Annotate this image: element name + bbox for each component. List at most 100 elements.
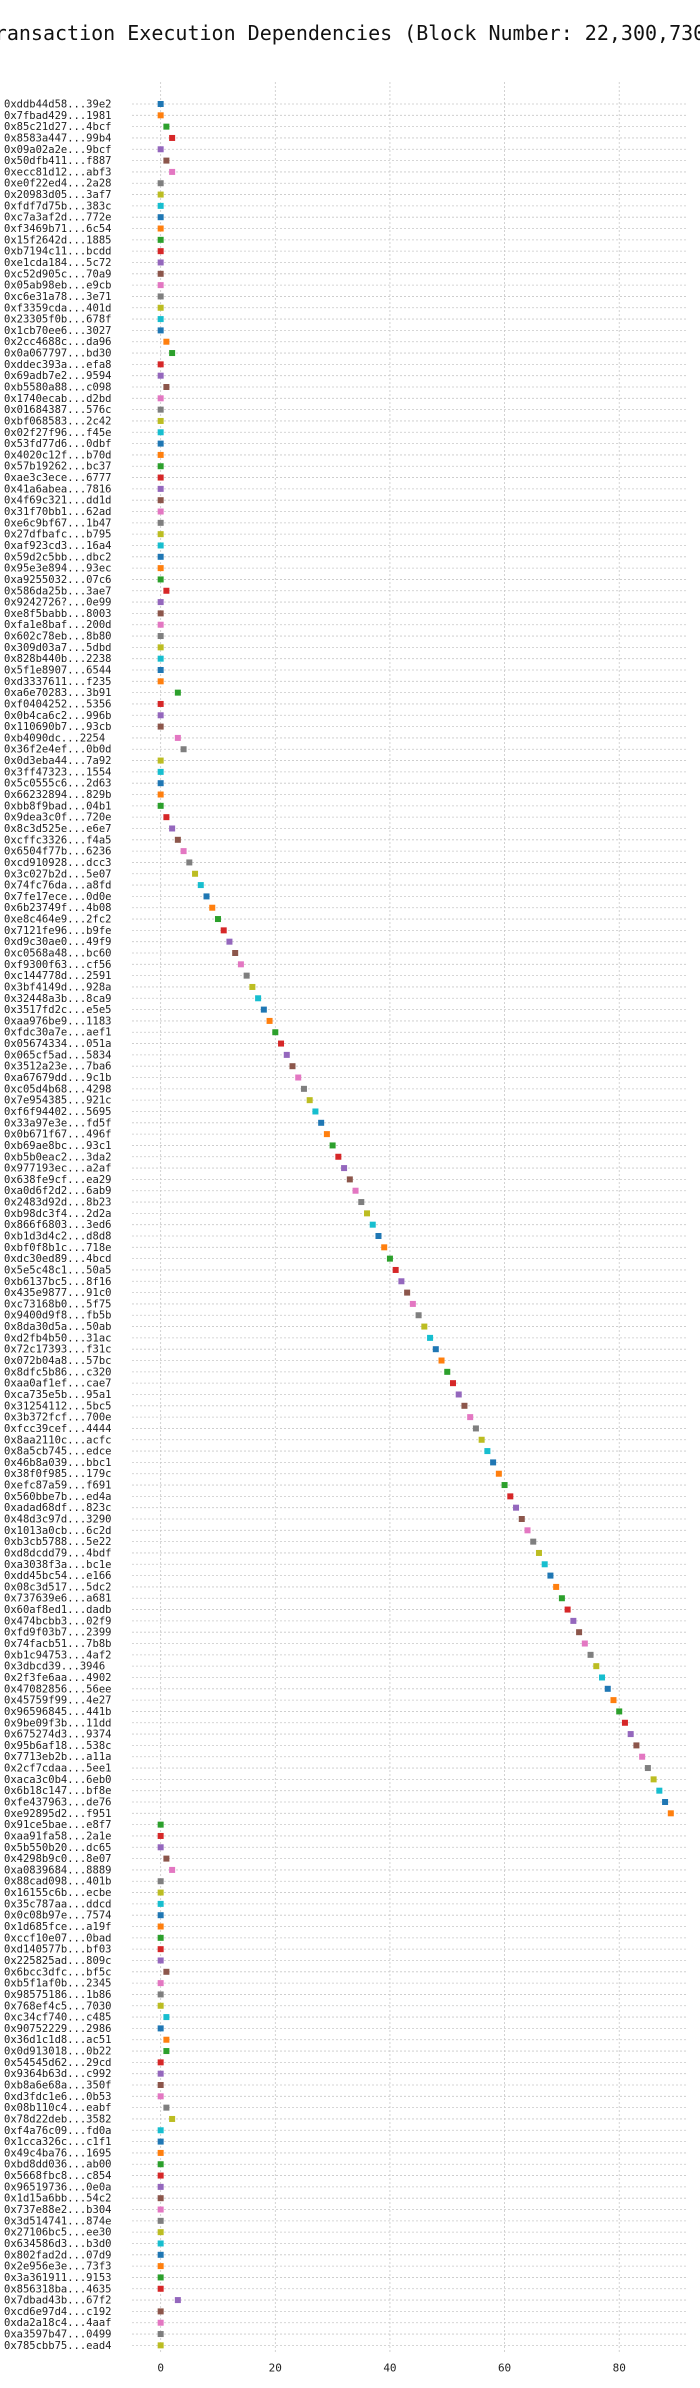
transaction-label: 0xca735e5b...95a1 (4, 1389, 111, 1401)
transaction-point (163, 2104, 170, 2111)
transaction-point (243, 972, 250, 979)
transaction-point (157, 259, 164, 266)
transaction-label: 0xf3359cda...401d (4, 302, 111, 314)
transaction-point (157, 2161, 164, 2168)
transaction-label: 0x32448a3b...8ca9 (4, 993, 111, 1005)
transaction-label: 0x4f69c321...dd1d (4, 495, 111, 507)
transaction-label: 0xa0d6f2d2...6ab9 (4, 1185, 111, 1197)
transaction-point (157, 2059, 164, 2066)
transaction-label: 0x065cf5ad...5834 (4, 1049, 111, 1061)
transaction-point (157, 497, 164, 504)
transaction-point (272, 1029, 279, 1036)
transaction-point (289, 1063, 296, 1070)
transaction-point (461, 1402, 468, 1409)
transaction-point (157, 2342, 164, 2349)
transaction-label: 0xefc87a59...f691 (4, 1480, 111, 1492)
transaction-point (157, 802, 164, 809)
transaction-point (157, 451, 164, 458)
transaction-point (564, 1606, 571, 1613)
transaction-label: 0x4020c12f...b70d (4, 449, 111, 461)
transaction-label: 0x01684387...576c (4, 404, 111, 416)
transaction-label: 0x3512a23e...7ba6 (4, 1061, 111, 1073)
transaction-point (157, 633, 164, 640)
transaction-point (157, 1844, 164, 1851)
transaction-point (507, 1493, 514, 1500)
transaction-label: 0x6bcc3dfc...bf5c (4, 1966, 111, 1978)
transaction-point (157, 191, 164, 198)
transaction-label: 0x768ef4c5...7030 (4, 2000, 111, 2012)
transaction-point (157, 542, 164, 549)
transaction-label: 0xbf0f8b1c...718e (4, 1242, 111, 1254)
transaction-label: 0x828b440b...2238 (4, 653, 111, 665)
transaction-label: 0xb8a6e68a...350f (4, 2080, 111, 2092)
transaction-label: 0x7713eb2b...a11a (4, 1751, 111, 1763)
transaction-label: 0xaa91fa58...2a1e (4, 1830, 111, 1842)
transaction-label: 0xf0404252...5356 (4, 698, 111, 710)
transaction-label: 0x15f2642d...1885 (4, 234, 111, 246)
transaction-point (656, 1787, 663, 1794)
transaction-label: 0xadad68df...823c (4, 1502, 111, 1514)
transaction-point (192, 870, 199, 877)
transaction-label: 0x54545d62...29cd (4, 2057, 111, 2069)
transaction-label: 0x225825ad...809c (4, 1955, 111, 1967)
transaction-point (157, 1889, 164, 1896)
transaction-label: 0x785cbb75...ead4 (4, 2340, 111, 2352)
transaction-point (157, 599, 164, 606)
transaction-point (341, 1165, 348, 1172)
x-tick-labels: 0 20 40 60 80 (157, 2361, 625, 2374)
transaction-point (157, 1821, 164, 1828)
transaction-label: 0x02f27f96...f45e (4, 427, 111, 439)
data-points (157, 101, 674, 2349)
transaction-label: 0xcd6e97d4...c192 (4, 2306, 111, 2318)
transaction-point (364, 1210, 371, 1217)
transaction-label: 0xb5b0eac2...3da2 (4, 1151, 111, 1163)
transaction-point (163, 2048, 170, 2055)
transaction-point (369, 1221, 376, 1228)
transaction-label: 0xe1cda184...5c72 (4, 257, 111, 269)
transaction-point (547, 1572, 554, 1579)
transaction-point (386, 1255, 393, 1262)
transaction-label: 0xda2a18c4...4aaf (4, 2317, 111, 2329)
transaction-point (409, 1300, 416, 1307)
transaction-point (169, 350, 176, 357)
transaction-point (576, 1629, 583, 1636)
transaction-point (157, 429, 164, 436)
transaction-point (352, 1187, 359, 1194)
transaction-point (197, 882, 204, 889)
transaction-label: 0x05ab98eb...e9cb (4, 280, 111, 292)
transaction-point (157, 2002, 164, 2009)
transaction-label: 0xddb44d58...39e2 (4, 99, 111, 111)
transaction-point (346, 1176, 353, 1183)
transaction-label: 0x0b4ca6c2...996b (4, 710, 111, 722)
transaction-point (300, 1085, 307, 1092)
transaction-point (157, 293, 164, 300)
transaction-label: 0xd140577b...bf03 (4, 1944, 111, 1956)
transaction-label: 0xd3fdc1e6...0b53 (4, 2091, 111, 2103)
transaction-point (667, 1810, 674, 1817)
transaction-label: 0x7e954385...921c (4, 1095, 111, 1107)
transaction-point (157, 202, 164, 209)
transaction-label: 0xcffc3326...f4a5 (4, 834, 111, 846)
transaction-label: 0x33a97e3e...fd5f (4, 1117, 111, 1129)
transaction-point (472, 1425, 479, 1432)
transaction-point (621, 1719, 628, 1726)
transaction-point (535, 1549, 542, 1556)
transaction-label: 0x53fd77d6...0dbf (4, 438, 111, 450)
transaction-point (157, 576, 164, 583)
transaction-label: 0xb5f1af0b...2345 (4, 1978, 111, 1990)
transaction-point (157, 2274, 164, 2281)
transaction-label: 0xa0839684...8889 (4, 1864, 111, 1876)
transaction-point (662, 1799, 669, 1805)
transaction-point (616, 1708, 623, 1715)
transaction-point (157, 1957, 164, 1964)
transaction-point (157, 2195, 164, 2202)
transaction-label: 0x74facb51...7b8b (4, 1638, 111, 1650)
transaction-point (427, 1334, 434, 1341)
transaction-label: 0x309d03a7...5dbd (4, 642, 111, 654)
transaction-point (157, 146, 164, 153)
transaction-label: 0xf6f94402...5695 (4, 1106, 111, 1118)
transaction-point (570, 1617, 577, 1624)
transaction-label: 0x8aa2110c...acfc (4, 1434, 111, 1446)
transaction-label: 0x3d514741...874e (4, 2215, 111, 2227)
transaction-point (157, 531, 164, 538)
